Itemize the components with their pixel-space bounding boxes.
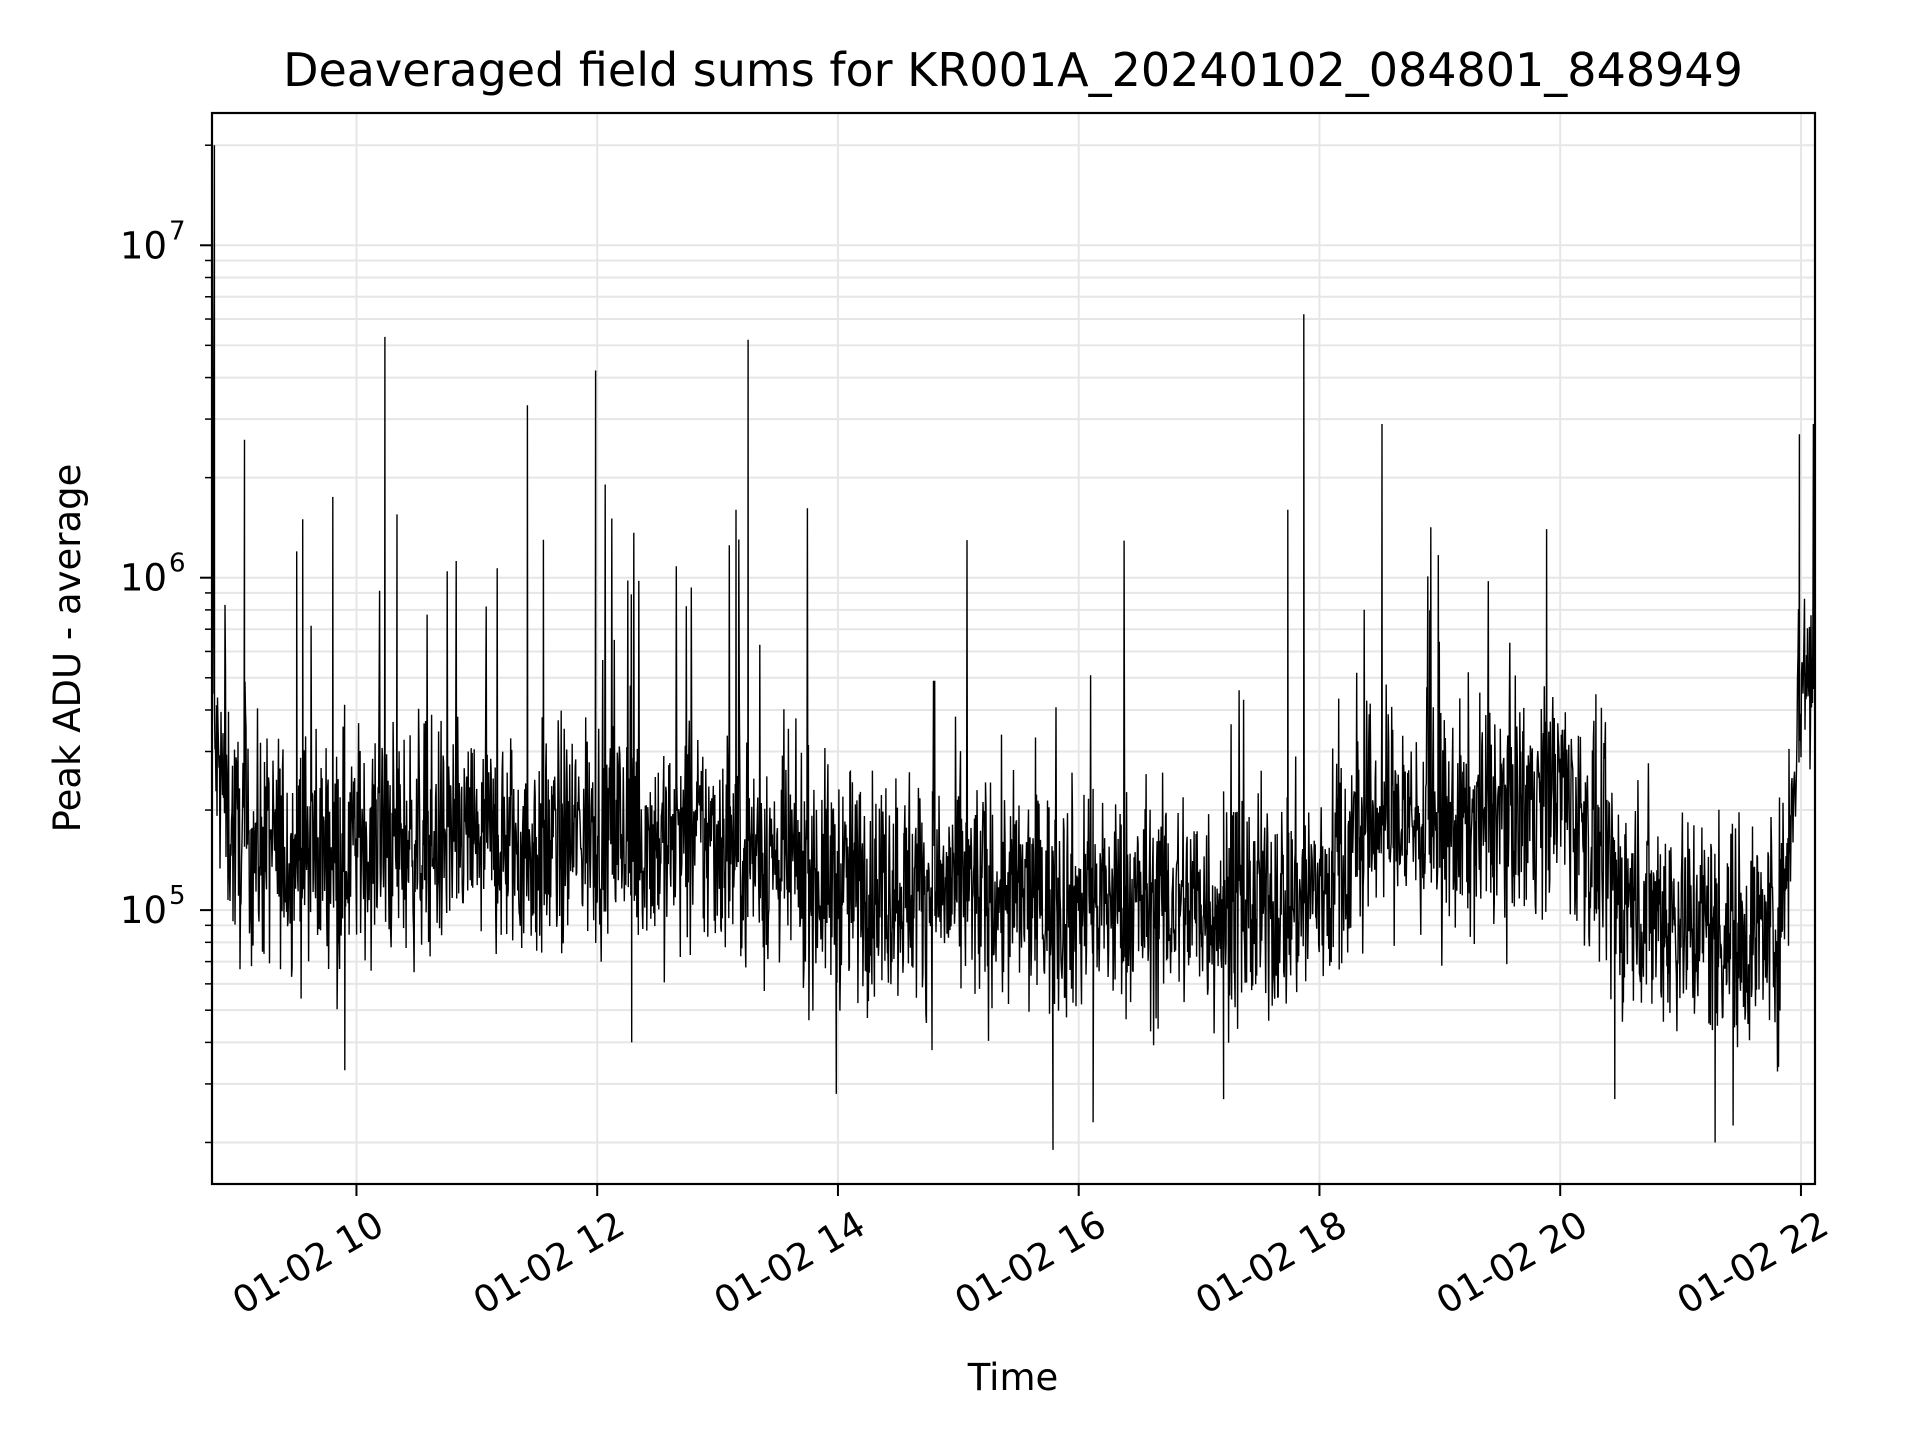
- y-tick-label: 10: [120, 889, 167, 932]
- y-tick-exponent: 6: [169, 549, 186, 579]
- plot-frame: [210, 111, 1817, 1186]
- y-tick-exponent: 7: [169, 216, 186, 246]
- y-tick-label: 10: [120, 557, 167, 600]
- x-axis-label: Time: [967, 1356, 1059, 1399]
- y-axis-label: Peak ADU - average: [46, 464, 89, 833]
- plot-area: [212, 145, 1815, 1150]
- chart-title: Deaveraged field sums for KR001A_2024010…: [283, 43, 1743, 97]
- grid-lines: [212, 113, 1815, 1184]
- series-line: [212, 145, 1815, 1150]
- y-tick-label: 10: [120, 224, 167, 267]
- y-tick-exponent: 5: [169, 881, 186, 911]
